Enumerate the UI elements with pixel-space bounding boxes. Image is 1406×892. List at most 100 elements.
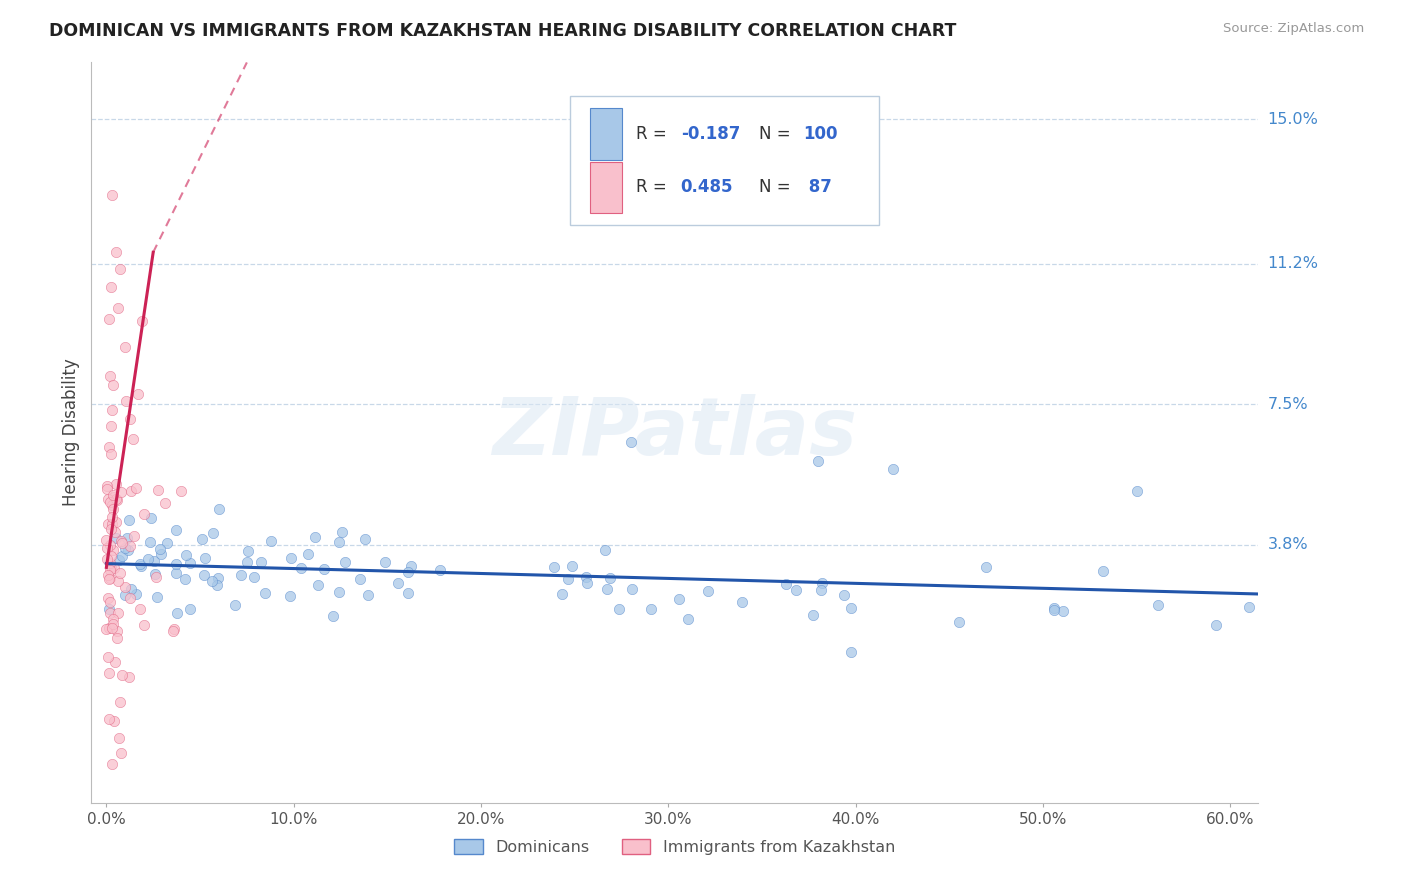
Point [107,574,129,588]
Point [100,499,122,513]
Point [122,432,145,446]
Point [231,568,253,582]
Point [120,483,142,498]
Point [166,606,188,620]
Point [110,261,132,276]
Point [108,553,131,567]
Point [398,586,420,600]
Point [101,377,124,392]
Point [111,668,134,682]
FancyBboxPatch shape [569,95,879,226]
Point [948,615,970,629]
Point [104,491,127,506]
Point [118,670,141,684]
Point [100,447,122,461]
FancyBboxPatch shape [589,161,623,213]
Point [839,645,862,659]
Point [201,526,224,541]
Point [129,602,152,616]
Point [374,555,396,569]
Point [96,479,118,493]
Point [243,570,266,584]
Point [101,188,124,202]
Text: R =: R = [637,125,672,143]
Point [596,582,619,597]
Point [1052,604,1074,618]
Point [97,492,120,507]
Point [120,591,142,605]
Point [974,560,997,574]
Point [146,483,169,498]
Point [110,695,132,709]
Point [98,312,121,326]
Point [97,650,120,665]
Point [100,606,122,620]
Point [107,301,129,316]
Point [1237,599,1260,614]
Text: R =: R = [637,178,672,196]
Text: 3.8%: 3.8% [1268,537,1309,552]
Text: 100: 100 [803,125,838,143]
Point [97,712,120,726]
Y-axis label: Hearing Disability: Hearing Disability [62,359,80,507]
Point [103,714,125,728]
Point [1043,603,1066,617]
Point [103,655,125,669]
Point [103,612,125,626]
Point [103,617,125,632]
Point [1205,618,1227,632]
Point [190,532,212,546]
Point [162,624,184,638]
Point [120,539,142,553]
Text: ZIPatlas: ZIPatlas [492,393,858,472]
Point [150,548,173,562]
Point [136,552,159,566]
Point [399,558,422,573]
Point [304,530,326,544]
Point [100,403,122,417]
Point [387,576,409,591]
Point [593,543,616,558]
Point [145,570,167,584]
Point [131,558,153,573]
Point [97,666,120,681]
Point [224,599,246,613]
Point [98,563,121,577]
Point [280,551,302,566]
Point [98,621,121,635]
Point [551,587,574,601]
Point [120,411,142,425]
Point [207,578,229,592]
Point [174,573,197,587]
Point [839,600,862,615]
Point [117,542,139,557]
Point [100,418,122,433]
Point [100,559,122,574]
Point [811,576,834,591]
Point [322,608,344,623]
Point [668,592,690,607]
Point [98,556,121,570]
Point [697,584,720,599]
Point [138,534,160,549]
Point [174,549,197,563]
Point [155,536,177,550]
Point [101,517,124,532]
Point [165,566,187,580]
Point [101,757,124,772]
Point [676,612,699,626]
Point [101,488,124,502]
Point [149,541,172,556]
Point [96,541,118,555]
Point [328,534,350,549]
Point [127,387,149,401]
Point [429,563,451,577]
Point [98,369,121,384]
Point [120,582,142,597]
Point [330,524,353,539]
Text: Source: ZipAtlas.com: Source: ZipAtlas.com [1223,22,1364,36]
Point [98,440,121,454]
Point [349,572,371,586]
Point [132,507,155,521]
Text: 87: 87 [803,178,832,196]
